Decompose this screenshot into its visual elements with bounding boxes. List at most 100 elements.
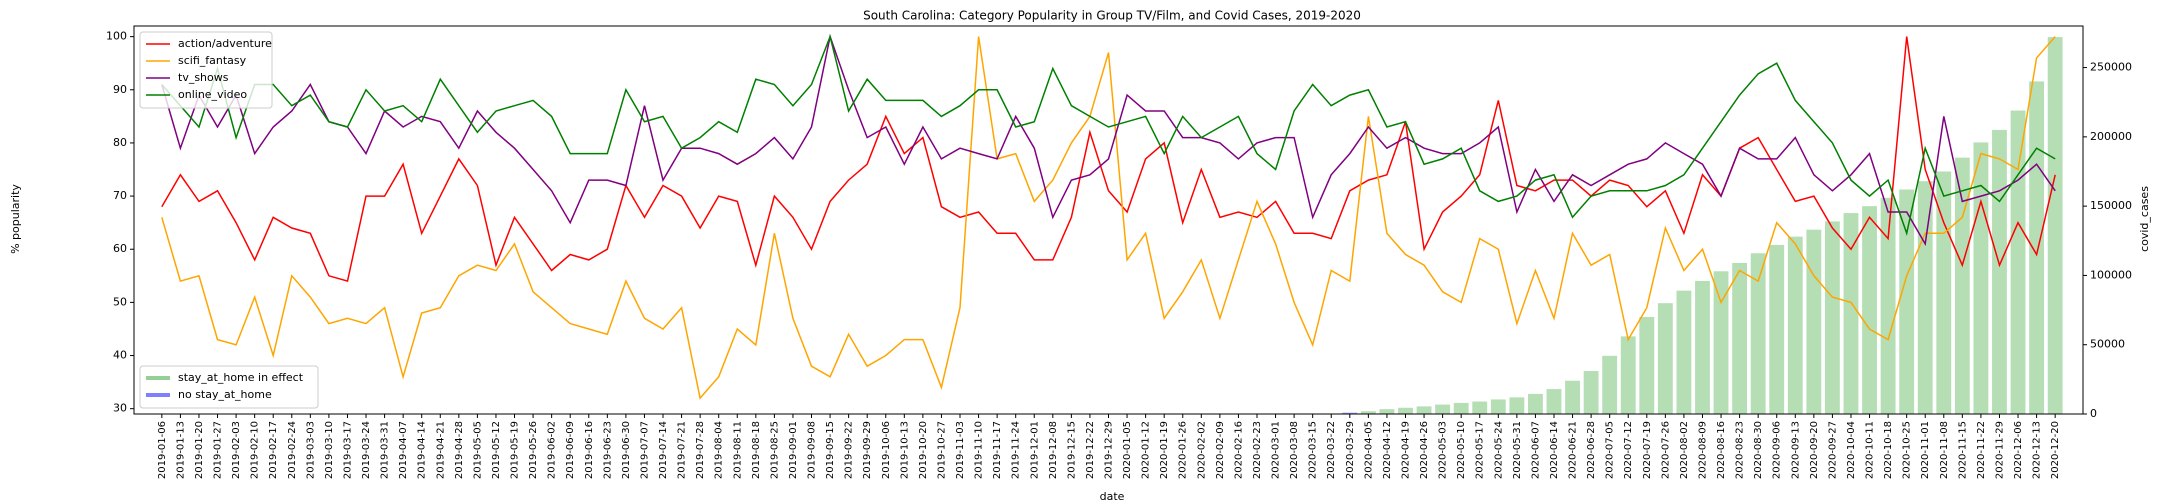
y2-tick-label: 100000 <box>2090 268 2132 281</box>
bar <box>1806 229 1822 414</box>
bar <box>1973 142 1989 414</box>
x-tick-label: 2020-12-06 <box>2013 421 2024 479</box>
x-tick-label: 2020-03-15 <box>1308 421 1319 479</box>
x-tick-label: 2019-01-27 <box>213 421 224 479</box>
bar <box>1509 397 1525 414</box>
x-tick-label: 2020-10-25 <box>1902 421 1913 479</box>
x-tick-label: 2020-07-19 <box>1642 421 1653 479</box>
x-tick-label: 2019-09-22 <box>844 421 855 479</box>
bar <box>1992 129 2007 414</box>
x-tick-label: 2019-06-23 <box>602 421 613 479</box>
x-tick-label: 2019-06-02 <box>547 421 558 479</box>
x-tick-label: 2019-09-08 <box>807 421 818 479</box>
legend-label: scifi_fantasy <box>178 54 247 67</box>
bar <box>1379 409 1395 414</box>
x-tick-label: 2019-12-08 <box>1048 421 1059 479</box>
x-tick-label: 2019-09-15 <box>825 421 836 479</box>
x-tick-label: 2019-07-14 <box>658 421 669 479</box>
x-tick-label: 2020-10-18 <box>1883 421 1894 479</box>
y-tick-label: 70 <box>113 189 127 202</box>
x-tick-label: 2020-04-26 <box>1419 421 1430 479</box>
x-tick-label: 2019-06-30 <box>621 421 632 479</box>
x-tick-label: 2020-02-16 <box>1233 421 1244 479</box>
legend-box <box>139 31 273 109</box>
x-tick-label: 2019-07-21 <box>677 421 688 479</box>
x-tick-label: 2019-12-29 <box>1104 421 1115 479</box>
x-tick-label: 2020-01-05 <box>1122 421 1133 479</box>
y2-tick-label: 0 <box>2090 407 2097 420</box>
y-tick-label: 60 <box>113 242 127 255</box>
bar <box>1843 213 1859 414</box>
x-tick-label: 2019-03-24 <box>361 421 372 479</box>
bar <box>1880 197 1896 414</box>
x-tick-label: 2019-01-06 <box>157 421 168 479</box>
x-tick-label: 2019-03-10 <box>324 421 335 479</box>
x-tick-label: 2019-02-10 <box>250 421 261 479</box>
x-tick-label: 2020-03-22 <box>1326 421 1337 479</box>
bar <box>1453 402 1469 414</box>
bar <box>2029 81 2045 414</box>
bar <box>1713 271 1729 414</box>
bar <box>1899 189 1915 414</box>
x-tick-label: 2020-11-29 <box>1994 421 2005 479</box>
x-tick-label: 2019-04-07 <box>398 421 409 479</box>
x-tick-label: 2019-08-18 <box>751 421 762 479</box>
bar <box>1620 336 1636 414</box>
x-tick-label: 2019-06-16 <box>584 421 595 479</box>
bar <box>1750 253 1766 414</box>
x-tick-label: 2020-09-27 <box>1827 421 1838 479</box>
x-tick-label: 2019-07-28 <box>695 421 706 479</box>
bar <box>1824 221 1840 414</box>
bar <box>1472 401 1488 414</box>
line <box>161 33 2056 247</box>
x-tick-label: 2020-12-13 <box>2032 421 2043 479</box>
x-tick-label: 2020-10-11 <box>1865 421 1876 479</box>
x-tick-label: 2020-10-04 <box>1846 421 1857 479</box>
x-tick-label: 2019-11-03 <box>955 421 966 479</box>
legend-label: action/adventure <box>178 37 272 50</box>
x-tick-label: 2019-07-07 <box>639 421 650 479</box>
x-tick-label: 2020-06-28 <box>1586 421 1597 479</box>
bar <box>1769 244 1785 414</box>
x-tick-label: 2019-02-24 <box>287 421 298 479</box>
x-tick-label: 2019-11-24 <box>1011 421 1022 479</box>
bar <box>1732 262 1748 414</box>
x-tick-label: 2020-11-15 <box>1957 421 1968 479</box>
bar <box>1435 404 1451 414</box>
x-tick-label: 2019-10-06 <box>881 421 892 479</box>
x-tick-label: 2019-11-17 <box>992 421 1003 479</box>
x-tick-label: 2019-12-01 <box>1029 421 1040 479</box>
x-tick-label: 2019-12-15 <box>1066 421 1077 479</box>
x-tick-label: 2020-02-02 <box>1196 421 1207 479</box>
x-tick-label: 2019-09-29 <box>862 421 873 479</box>
bar <box>1490 399 1506 414</box>
x-tick-label: 2020-06-14 <box>1549 421 1560 479</box>
x-tick-label: 2020-01-26 <box>1178 421 1189 479</box>
x-tick-label: 2020-04-05 <box>1363 421 1374 479</box>
x-tick-label: 2020-08-02 <box>1679 421 1690 479</box>
x-tick-label: 2019-12-22 <box>1085 421 1096 479</box>
x-tick-label: 2020-08-16 <box>1716 421 1727 479</box>
legend-label: online_video <box>178 88 247 101</box>
x-tick-label: 2020-04-19 <box>1400 421 1411 479</box>
x-tick-label: 2019-06-09 <box>565 421 576 479</box>
bar <box>1565 380 1580 414</box>
y2-axis-label: covid_cases <box>2138 186 2151 252</box>
legend-label: no stay_at_home <box>178 388 272 401</box>
bar <box>1657 303 1673 414</box>
x-tick-label: 2020-01-19 <box>1159 421 1170 479</box>
x-tick-label: 2019-08-04 <box>714 421 725 479</box>
x-tick-label: 2020-07-12 <box>1623 421 1634 479</box>
x-tick-label: 2020-03-29 <box>1345 421 1356 479</box>
y-tick-label: 80 <box>113 136 127 149</box>
legend-label: tv_shows <box>178 71 229 84</box>
x-tick-label: 2020-06-07 <box>1530 421 1541 479</box>
bar <box>1787 236 1803 414</box>
y2-tick-label: 200000 <box>2090 130 2132 143</box>
x-tick-label: 2019-05-12 <box>491 421 502 479</box>
y2-tick-label: 250000 <box>2090 61 2132 74</box>
x-tick-label: 2020-09-20 <box>1809 421 1820 479</box>
y-tick-label: 100 <box>106 30 127 43</box>
x-tick-label: 2019-10-27 <box>936 421 947 479</box>
